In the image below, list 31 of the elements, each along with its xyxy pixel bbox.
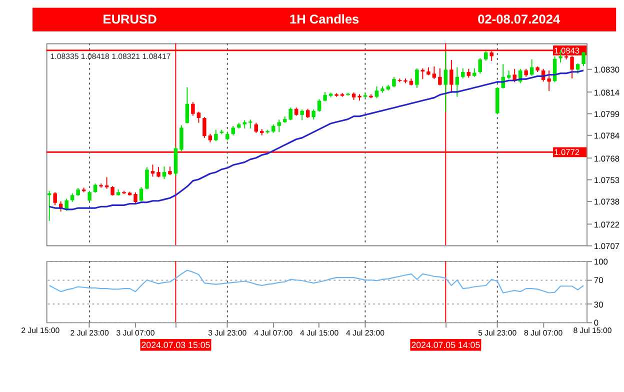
x-tick-label: 3 Jul 23:00	[208, 328, 248, 338]
y-tick-label: 30	[594, 299, 604, 310]
ref-line-label: 1.0843	[554, 45, 580, 56]
x-tick-label: 4 Jul 15:00	[300, 328, 340, 338]
y-tick-label: 1.0707	[594, 240, 620, 251]
y-tick-label: 0	[594, 318, 599, 328]
x-tick-label: 5 Jul 23:00	[478, 328, 518, 338]
y-tick-label: 1.0799	[594, 108, 620, 119]
x-tick-label: 4 Jul 23:00	[346, 328, 386, 338]
y-tick-label: 1.0753	[594, 174, 620, 185]
text: EURUSD	[102, 12, 157, 26]
text: 8 Jul 15:00	[573, 326, 612, 336]
x-tick-label: 2 Jul 23:00	[70, 328, 110, 338]
y-tick-label: 1.0830	[594, 64, 620, 74]
y-tick-label: 1.0784	[594, 130, 620, 140]
y-tick-label: 70	[594, 274, 604, 285]
text: 02-08.07.2024	[478, 12, 561, 26]
x-tick-label: 4 Jul 07:00	[254, 328, 294, 338]
y-tick-label: 1.0738	[594, 196, 620, 206]
y-tick-label: 100	[594, 256, 608, 267]
ref-line-label: 1.0772	[554, 147, 580, 158]
x-tick-label: 2024.07.03 15:05	[141, 340, 210, 350]
text: 1H Candles	[289, 12, 360, 26]
y-tick-label: 1.0722	[594, 219, 620, 230]
x-tick-label: 2024.07.05 14:05	[411, 340, 480, 350]
x-tick-label: 8 Jul 07:00	[524, 328, 564, 338]
x-tick-label: 3 Jul 07:00	[116, 328, 156, 338]
annotation: 1.08335 1.08418 1.08321 1.08417	[50, 52, 171, 61]
text: 2 Jul 15:00	[21, 326, 60, 336]
y-tick-label: 1.0814	[594, 87, 620, 98]
y-tick-label: 1.0768	[594, 153, 620, 164]
